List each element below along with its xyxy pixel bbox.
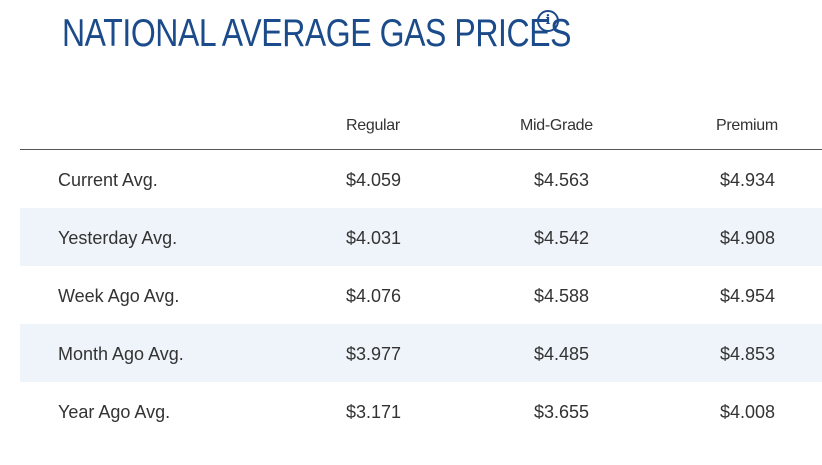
row-label: Yesterday Avg. xyxy=(58,228,178,248)
table-row-year-ago: Year Ago Avg. $3.171 $3.655 $4.008 xyxy=(20,382,822,440)
row-label: Month Ago Avg. xyxy=(58,344,184,364)
column-header-mid-grade: Mid-Grade xyxy=(520,117,593,134)
table-row-yesterday: Yesterday Avg. $4.031 $4.542 $4.908 xyxy=(20,208,822,266)
table-header: Regular Mid-Grade Premium xyxy=(20,100,822,150)
mid-grade-price: $4.588 xyxy=(534,286,590,306)
info-icon[interactable]: i xyxy=(537,10,559,32)
mid-grade-price: $4.563 xyxy=(534,170,590,190)
premium-price: $4.853 xyxy=(720,344,776,364)
title-row: NATIONAL AVERAGE GAS PRICES i xyxy=(62,8,683,60)
row-label: Current Avg. xyxy=(58,170,158,190)
page-title: NATIONAL AVERAGE GAS PRICES xyxy=(62,12,572,55)
table-row-month-ago: Month Ago Avg. $3.977 $4.485 $4.853 xyxy=(20,324,822,382)
regular-price: $4.031 xyxy=(346,228,402,248)
premium-price: $4.908 xyxy=(720,228,776,248)
row-label: Week Ago Avg. xyxy=(58,286,180,306)
table-row-current: Current Avg. $4.059 $4.563 $4.934 xyxy=(20,150,822,208)
mid-grade-price: $4.542 xyxy=(534,228,590,248)
price-table: Regular Mid-Grade Premium Current Avg. $… xyxy=(20,100,822,440)
table-row-week-ago: Week Ago Avg. $4.076 $4.588 $4.954 xyxy=(20,266,822,324)
regular-price: $4.059 xyxy=(346,170,402,190)
premium-price: $4.954 xyxy=(720,286,776,306)
premium-price: $4.934 xyxy=(720,170,776,190)
mid-grade-price: $4.485 xyxy=(534,344,590,364)
premium-price: $4.008 xyxy=(720,402,776,422)
mid-grade-price: $3.655 xyxy=(534,402,590,422)
regular-price: $4.076 xyxy=(346,286,402,306)
column-header-premium: Premium xyxy=(716,117,778,134)
row-label: Year Ago Avg. xyxy=(58,402,171,422)
regular-price: $3.977 xyxy=(346,344,402,364)
column-header-regular: Regular xyxy=(346,117,400,134)
regular-price: $3.171 xyxy=(346,402,402,422)
